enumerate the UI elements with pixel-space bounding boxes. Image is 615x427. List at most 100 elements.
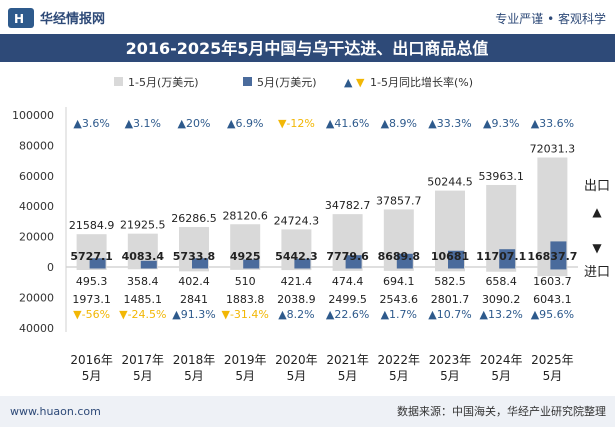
bar-export-may — [499, 249, 516, 267]
import-growth-label: ▲8.2% — [278, 308, 314, 321]
title-bar — [0, 34, 615, 62]
import-ytd-value-label: 2841 — [180, 293, 208, 306]
x-tick-label: 2025年 5月 — [531, 353, 574, 383]
export-ytd-value-label: 28120.6 — [222, 209, 268, 222]
x-tick-label-line: 2021年 — [326, 353, 369, 367]
legend-swatch-may — [243, 77, 252, 86]
legend-swatch-ytd — [114, 77, 123, 86]
x-tick-label-line: 2017年 — [122, 353, 165, 367]
bar-import-may — [499, 267, 516, 269]
export-ytd-value-label: 72031.3 — [530, 143, 576, 156]
import-growth-label: ▼-31.4% — [222, 308, 269, 321]
import-ytd-value-label: 2543.6 — [380, 293, 419, 306]
bar-export-may — [345, 255, 362, 267]
x-tick-label: 2021年 5月 — [326, 353, 369, 383]
export-may-value-label: 5733.8 — [173, 250, 215, 263]
export-ytd-value-label: 21925.5 — [120, 219, 166, 232]
bar-import-may — [448, 267, 464, 269]
export-growth-label: ▲33.6% — [531, 117, 574, 130]
export-side-label: 出口 — [584, 179, 610, 194]
x-tick-label-line: 5月 — [184, 369, 204, 383]
x-tick-label: 2023年 5月 — [429, 353, 472, 383]
export-may-value-label: 5727.1 — [70, 250, 112, 263]
bar-import-may — [345, 267, 362, 269]
export-may-value-label: 16837.7 — [527, 250, 577, 263]
export-may-value-label: 5442.3 — [275, 250, 317, 263]
export-ytd-value-label: 37857.7 — [376, 194, 422, 207]
x-tick-label-line: 2024年 — [480, 353, 523, 367]
y-tick-label: 40000 — [19, 200, 54, 213]
bar-export-may — [192, 258, 208, 267]
x-tick-label-line: 5月 — [491, 369, 511, 383]
bar-export-may — [140, 260, 157, 267]
bar-import-may — [294, 267, 311, 269]
import-may-value-label: 358.4 — [127, 275, 159, 288]
export-ytd-value-label: 34782.7 — [325, 199, 371, 212]
x-tick-label-line: 5月 — [440, 369, 460, 383]
export-ytd-value-label: 50244.5 — [427, 176, 473, 189]
export-ytd-value-label: 26286.5 — [171, 212, 217, 225]
export-may-value-label: 8689.8 — [378, 250, 420, 263]
export-growth-label: ▲9.3% — [483, 117, 519, 130]
import-growth-label: ▲13.2% — [479, 308, 522, 321]
import-may-value-label: 402.4 — [178, 275, 210, 288]
bar-import-ytd — [281, 267, 312, 271]
x-tick-label-line: 2023年 — [429, 353, 472, 367]
header: H 华经情报网 专业严谨 • 客观科学 — [8, 8, 606, 28]
import-growth-label: ▼-24.5% — [119, 308, 166, 321]
export-ytd-value-label: 53963.1 — [478, 170, 524, 183]
legend-up-arrow-icon: ▲ — [344, 76, 353, 89]
export-growth-label: ▲3.1% — [125, 117, 161, 130]
export-may-value-label: 4083.4 — [122, 250, 165, 263]
x-tick-label-line: 5月 — [82, 369, 102, 383]
bar-import-ytd — [332, 267, 363, 271]
chart-title: 2016-2025年5月中国与乌干达进、出口商品总值 — [126, 39, 489, 58]
export-growth-label: ▼-12% — [278, 117, 315, 130]
footer-bar — [0, 396, 615, 427]
x-tick-label-line: 5月 — [287, 369, 307, 383]
bar-import-ytd — [179, 267, 209, 272]
import-may-value-label: 582.5 — [434, 275, 466, 288]
x-tick-label-line: 2016年 — [70, 353, 113, 367]
x-tick-label: 2016年 5月 — [70, 353, 113, 383]
import-may-value-label: 421.4 — [281, 275, 313, 288]
import-growth-label: ▼-56% — [73, 308, 110, 321]
import-ytd-value-label: 1973.1 — [72, 293, 111, 306]
bars — [76, 157, 568, 277]
y-tick-label: 80000 — [19, 139, 54, 152]
y-tick-label: 100000 — [12, 109, 54, 122]
import-ytd-value-label: 3090.2 — [482, 293, 521, 306]
side-label-export: 出口 ▲ — [584, 179, 610, 219]
x-tick-label-line: 2019年 — [224, 353, 267, 367]
bar-export-may — [89, 258, 106, 267]
import-may-value-label: 658.4 — [485, 275, 517, 288]
export-may-value-label: 10681 — [431, 250, 469, 263]
bar-export-may — [448, 250, 464, 267]
bar-import-ytd — [383, 267, 414, 271]
import-ytd-value-label: 1485.1 — [124, 293, 163, 306]
bar-import-may — [140, 267, 157, 269]
import-growth-label: ▲95.6% — [531, 308, 574, 321]
import-ytd-value-label: 2499.5 — [328, 293, 367, 306]
import-may-value-label: 510 — [235, 275, 256, 288]
legend-label-may: 5月(万美元) — [257, 76, 317, 89]
export-growth-label: ▲8.9% — [381, 117, 417, 130]
import-down-icon: ▼ — [592, 241, 602, 255]
y-tick-label: 20000 — [19, 292, 54, 305]
import-growth-label: ▲1.7% — [381, 308, 417, 321]
import-may-value-label: 495.3 — [76, 275, 108, 288]
x-tick-label: 2024年 5月 — [480, 353, 523, 383]
export-growth-label: ▲6.9% — [227, 117, 263, 130]
export-may-value-label: 4925 — [230, 250, 261, 263]
x-tick-label: 2022年 5月 — [378, 353, 421, 383]
import-growth-label: ▲91.3% — [172, 308, 215, 321]
x-tick-label-line: 5月 — [389, 369, 409, 383]
bar-import-ytd — [486, 267, 517, 272]
x-tick-label: 2019年 5月 — [224, 353, 267, 383]
import-may-value-label: 474.4 — [332, 275, 364, 288]
import-ytd-value-label: 1883.8 — [226, 293, 265, 306]
import-ytd-value-label: 6043.1 — [533, 293, 572, 306]
x-tick-label-line: 2022年 — [378, 353, 421, 367]
